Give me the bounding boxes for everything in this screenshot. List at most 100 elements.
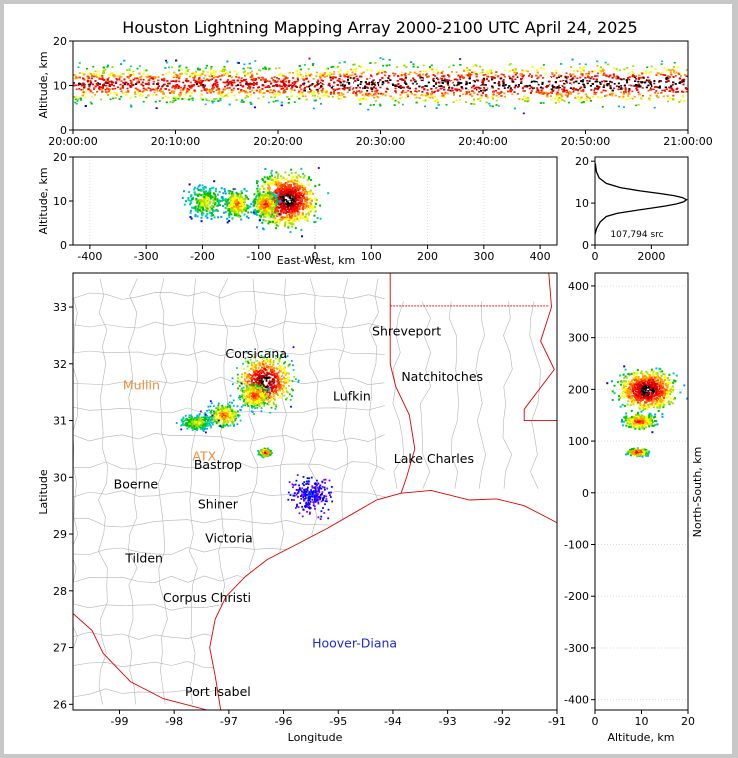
time-height-source (638, 74, 641, 77)
time-height-source (541, 81, 544, 84)
time-height-source (231, 84, 234, 86)
time-height-source (152, 94, 155, 96)
time-height-source (77, 76, 80, 79)
time-height-source (129, 75, 132, 77)
time-height-source (646, 80, 649, 83)
time-height-source (223, 67, 226, 69)
time-height-source (279, 85, 282, 88)
time-height-source (277, 90, 280, 93)
time-height-source (470, 86, 473, 89)
time-height-source (513, 107, 516, 110)
time-height-source (155, 94, 158, 96)
time-height-source (272, 79, 275, 81)
time-height-source (325, 91, 328, 94)
time-height-source (685, 75, 688, 77)
time-height-source (560, 97, 563, 100)
time-height-source (561, 85, 564, 87)
time-height-source (520, 80, 523, 83)
time-height-source (442, 94, 445, 97)
time-height-source (663, 89, 666, 91)
time-height-source (102, 87, 104, 89)
time-height-source (481, 69, 484, 71)
time-height-source (316, 88, 319, 91)
time-height-source (579, 98, 582, 101)
time-height-source (586, 96, 589, 99)
time-height-source (426, 94, 429, 96)
time-height-source (613, 75, 615, 77)
time-height-source (94, 80, 97, 82)
time-height-source (440, 77, 442, 79)
time-height-source (513, 71, 516, 74)
time-height-source (217, 100, 220, 102)
time-height-source (349, 81, 352, 84)
time-height-source (338, 87, 341, 90)
time-height-source (569, 87, 572, 89)
time-height-source (366, 69, 369, 71)
time-height-source (479, 84, 482, 86)
time-height-source (251, 89, 254, 92)
time-height-source (475, 75, 478, 78)
time-height-source (499, 77, 502, 80)
time-height-source (657, 72, 660, 75)
time-height-source (221, 70, 224, 72)
time-height-source (373, 83, 376, 85)
time-height-source (358, 86, 361, 89)
time-height-source (415, 90, 418, 93)
time-height-source (279, 80, 282, 83)
time-height-source (140, 83, 143, 86)
time-height-source (465, 83, 468, 86)
time-height-source (399, 94, 402, 96)
time-height-source (481, 71, 484, 74)
time-height-source (656, 72, 659, 74)
time-height-source (495, 94, 498, 97)
time-height-source (432, 77, 435, 80)
time-height-source (465, 87, 468, 90)
time-height-source (251, 73, 254, 76)
time-height-source (466, 67, 469, 69)
time-height-source (319, 75, 322, 78)
time-height-source (487, 80, 490, 82)
time-height-source (373, 93, 376, 96)
time-height-source (369, 104, 372, 106)
time-height-source (685, 88, 688, 90)
time-height-source (90, 102, 93, 105)
time-height-source (201, 98, 204, 101)
time-height-source (262, 96, 265, 98)
time-height-source (596, 88, 599, 91)
time-height-source (152, 76, 155, 78)
time-height-source (430, 64, 433, 67)
time-height-source (321, 83, 324, 85)
time-height-source (562, 80, 565, 82)
time-height-source (80, 89, 83, 91)
time-height-source (137, 81, 140, 84)
time-height-source (668, 76, 671, 78)
time-height-source (580, 80, 583, 82)
time-height-source (165, 59, 167, 62)
time-height-source (376, 80, 379, 82)
time-height-source (367, 87, 370, 89)
time-height-source (161, 97, 164, 99)
time-height-source (280, 85, 283, 88)
time-height-source (606, 84, 609, 87)
time-height-source (633, 96, 636, 98)
time-height-source (108, 84, 111, 86)
time-height-source (331, 77, 334, 80)
time-height-source (374, 87, 377, 90)
time-height-source (507, 90, 509, 93)
time-height-source (279, 73, 282, 75)
time-height-source (473, 87, 476, 90)
time-height-source (618, 85, 620, 88)
time-height-source (617, 105, 620, 108)
time-height-source (163, 79, 166, 82)
time-height-source (228, 75, 231, 77)
time-height-source (477, 98, 480, 100)
time-height-source (561, 95, 564, 98)
time-height-source (172, 75, 175, 78)
time-height-source (319, 81, 322, 84)
time-height-source (101, 75, 104, 77)
time-height-source (221, 74, 224, 77)
time-height-source (97, 70, 100, 73)
time-height-source (382, 58, 385, 60)
time-height-source (609, 74, 612, 77)
time-height-source (211, 102, 214, 104)
